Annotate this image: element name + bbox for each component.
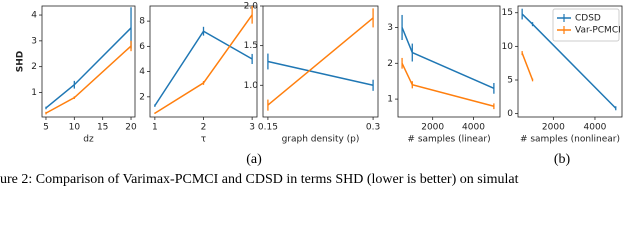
panel-label: (a): [246, 152, 262, 167]
x-tick-label: 2: [201, 123, 207, 133]
y-tick-label: 3: [31, 36, 37, 46]
legend-label: Var-PCMCI: [575, 26, 621, 36]
y-tick-label: 6: [139, 42, 145, 52]
series-line: [267, 17, 374, 106]
x-tick-label: 3: [249, 123, 255, 133]
legend-label: CDSD: [575, 14, 601, 24]
series-line: [521, 13, 617, 109]
y-tick-label: 10: [502, 42, 514, 52]
panel-label: (b): [554, 152, 571, 167]
x-tick-label: 4000: [462, 123, 485, 133]
y-tick-label: 2: [31, 62, 37, 72]
y-tick-label: 2.0: [244, 2, 259, 12]
x-axis-label: dz: [83, 135, 94, 145]
y-tick-label: 3: [387, 23, 393, 33]
x-tick-label: 10: [69, 123, 81, 133]
x-tick-label: 1: [152, 123, 158, 133]
x-tick-label: 4000: [584, 123, 607, 133]
y-tick-label: 15: [502, 8, 513, 18]
y-axis-label: SHD: [16, 51, 26, 73]
x-tick-label: 0.3: [366, 123, 380, 133]
x-tick-label: 2000: [421, 123, 444, 133]
series-line: [45, 27, 132, 109]
x-axis-label: graph density (p): [282, 135, 360, 145]
y-tick-label: 4: [139, 67, 145, 77]
y-tick-label: 0: [507, 109, 513, 119]
x-tick-label: 20: [125, 123, 137, 133]
y-tick-label: 1.5: [244, 41, 258, 51]
legend-box: [552, 8, 620, 42]
y-tick-label: 1: [387, 95, 393, 105]
series-line: [401, 62, 495, 107]
y-tick-label: 1.0: [244, 81, 259, 91]
plot-frame: [262, 5, 379, 118]
y-tick-label: 2: [139, 92, 145, 102]
y-tick-label: 5: [507, 76, 513, 86]
y-tick-label: 1: [31, 88, 37, 98]
series-line: [154, 14, 253, 114]
x-tick-label: 5: [43, 123, 49, 133]
x-tick-label: 15: [97, 123, 108, 133]
series-line: [401, 27, 495, 90]
figure: (a) (b) ure 2: Comparison of Varimax-PCM…: [0, 2, 623, 187]
x-axis-label: # samples (nonlinear): [520, 135, 620, 145]
y-tick-label: 4: [31, 11, 37, 21]
x-tick-label: 2000: [542, 123, 565, 133]
plot-frame: [41, 5, 136, 118]
x-axis-label: # samples (linear): [407, 135, 490, 145]
y-tick-label: 8: [139, 17, 145, 27]
y-tick-label: 2: [387, 59, 393, 69]
plot-frame: [397, 5, 501, 118]
x-axis-label: τ: [201, 135, 206, 145]
series-line: [45, 45, 132, 114]
series-line: [267, 60, 374, 87]
caption: ure 2: Comparison of Varimax-PCMCI and C…: [0, 172, 519, 187]
series-line: [521, 52, 534, 81]
plot-frame: [517, 5, 623, 118]
plot-frame: [149, 5, 258, 118]
x-tick-label: 0.15: [258, 123, 278, 133]
series-line: [154, 30, 253, 107]
